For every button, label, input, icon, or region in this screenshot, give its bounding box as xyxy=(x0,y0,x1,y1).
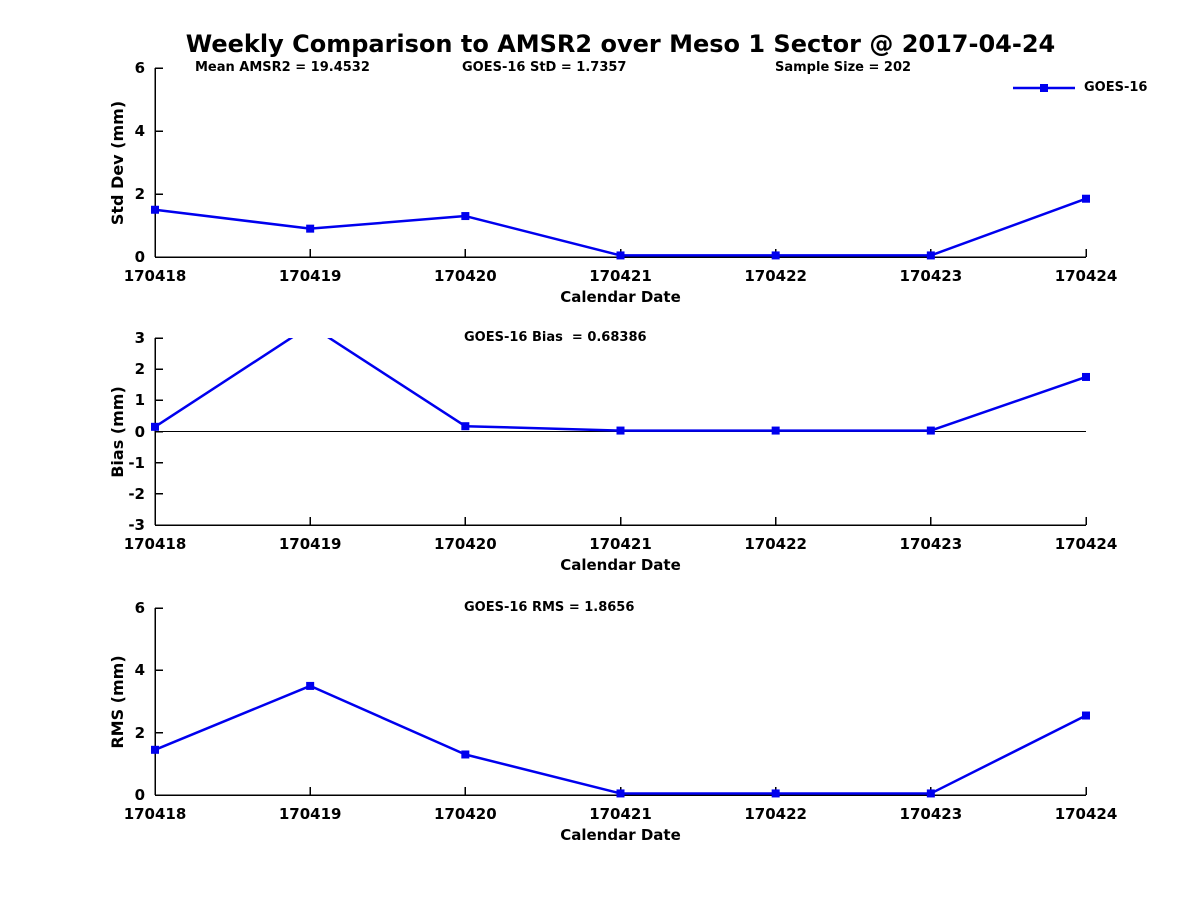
data-point-marker xyxy=(151,422,159,431)
legend-entry-label: GOES-16 xyxy=(1084,80,1148,95)
data-point-marker xyxy=(926,251,935,260)
x-tick-label: 170422 xyxy=(744,535,807,553)
y-axis-title: Std Dev (mm) xyxy=(108,100,127,225)
subplot-bias xyxy=(151,322,1090,526)
y-tick-label: -1 xyxy=(128,453,145,472)
y-tick-label: 0 xyxy=(134,422,145,441)
y-tick-label: 4 xyxy=(134,661,145,680)
x-tick-label: 170424 xyxy=(1054,267,1118,285)
x-tick-label: 170422 xyxy=(744,805,807,823)
y-tick-label: 6 xyxy=(134,59,145,77)
data-point-marker xyxy=(1082,711,1090,720)
y-axis-title: Bias (mm) xyxy=(108,385,127,478)
data-point-marker xyxy=(461,212,470,221)
x-tick-label: 170423 xyxy=(899,535,963,553)
x-tick-label: 170420 xyxy=(434,535,497,553)
x-tick-label: 170419 xyxy=(278,805,342,823)
subplot-rms xyxy=(151,607,1090,798)
y-tick-label: 2 xyxy=(134,185,145,203)
annotation-bias-0: GOES-16 Bias = 0.68386 xyxy=(464,330,647,345)
y-tick-label: 6 xyxy=(134,599,145,617)
data-point-marker xyxy=(1082,194,1090,203)
x-tick-label: 170418 xyxy=(123,535,187,553)
x-tick-label: 170419 xyxy=(278,267,342,285)
data-point-marker xyxy=(151,745,159,754)
x-axis-title: Calendar Date xyxy=(560,826,681,844)
y-axis-title: RMS (mm) xyxy=(108,654,127,749)
data-point-marker xyxy=(771,426,780,435)
annotation-std-dev-0: Mean AMSR2 = 19.4532 xyxy=(195,60,370,75)
y-tick-label: 0 xyxy=(134,786,145,804)
subplot-std-dev xyxy=(151,67,1090,260)
y-tick-label: 4 xyxy=(134,122,145,140)
data-point-marker xyxy=(461,750,470,759)
x-tick-label: 170419 xyxy=(278,535,342,553)
annotation-std-dev-1: GOES-16 StD = 1.7357 xyxy=(462,60,627,75)
series-line-goes-16 xyxy=(154,684,1087,795)
x-tick-label: 170424 xyxy=(1054,805,1118,823)
y-tick-label: 1 xyxy=(134,391,145,410)
data-point-marker xyxy=(1082,372,1090,381)
x-tick-label: 170420 xyxy=(434,267,497,285)
data-point-marker xyxy=(926,426,935,435)
y-tick-label: -2 xyxy=(128,484,145,503)
annotation-rms-0: GOES-16 RMS = 1.8656 xyxy=(464,600,635,615)
y-tick-label: -3 xyxy=(128,516,145,534)
data-point-marker xyxy=(306,681,315,690)
data-point-marker xyxy=(616,426,625,435)
x-tick-label: 170418 xyxy=(123,805,187,823)
data-point-marker xyxy=(461,422,470,431)
data-point-marker xyxy=(151,205,159,214)
x-tick-label: 170423 xyxy=(899,805,963,823)
x-tick-label: 170421 xyxy=(589,267,652,285)
y-tick-label: 3 xyxy=(134,329,145,347)
x-tick-label: 170421 xyxy=(589,805,652,823)
x-axis-title: Calendar Date xyxy=(560,556,681,574)
y-tick-label: 0 xyxy=(134,248,145,266)
y-tick-label: 2 xyxy=(134,723,145,742)
legend: GOES-16 xyxy=(1012,80,1147,95)
x-tick-label: 170423 xyxy=(899,267,963,285)
x-tick-label: 170422 xyxy=(744,267,807,285)
y-tick-label: 2 xyxy=(134,360,145,379)
annotation-std-dev-2: Sample Size = 202 xyxy=(775,60,912,75)
x-axis-title: Calendar Date xyxy=(560,288,681,306)
series-line-goes-16 xyxy=(154,197,1087,257)
x-tick-label: 170418 xyxy=(123,267,187,285)
x-tick-label: 170420 xyxy=(434,805,497,823)
data-point-marker xyxy=(616,789,625,798)
x-tick-label: 170421 xyxy=(589,535,652,553)
legend-line-sample-icon xyxy=(1013,83,1075,92)
x-tick-label: 170424 xyxy=(1054,535,1118,553)
data-point-marker xyxy=(306,322,314,330)
data-point-marker xyxy=(771,789,780,798)
data-point-marker xyxy=(616,251,625,260)
data-point-marker xyxy=(306,224,315,233)
data-point-marker xyxy=(926,789,935,798)
figure-title: Weekly Comparison to AMSR2 over Meso 1 S… xyxy=(185,30,1056,58)
data-point-marker xyxy=(771,251,780,260)
